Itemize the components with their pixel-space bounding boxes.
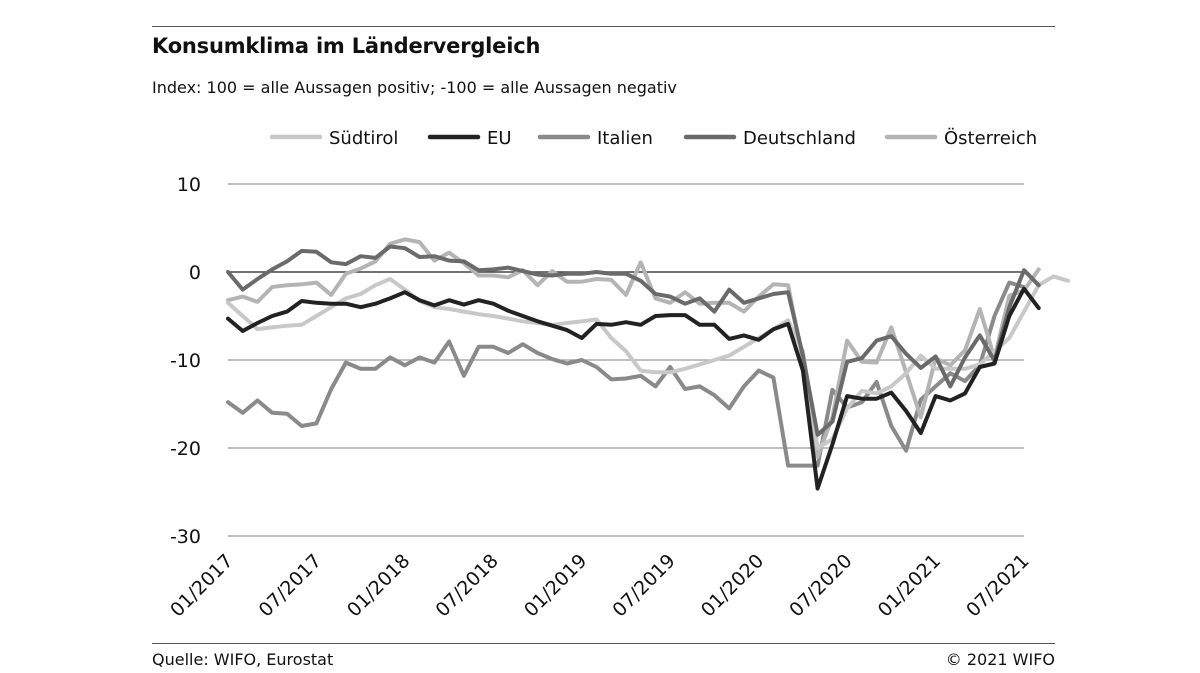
x-tick-label: 01/2019 — [520, 550, 591, 621]
y-tick-label: -30 — [170, 526, 201, 548]
legend-label: Deutschland — [743, 128, 856, 149]
x-axis-ticks: 01/2017 07/2017 01/2018 07/2018 01/2019 07/20… — [166, 550, 1033, 621]
legend-label: Österreich — [944, 127, 1037, 149]
x-tick-label: 07/2019 — [608, 550, 679, 621]
chart-title: Konsumklima im Ländervergleich — [152, 34, 541, 58]
top-rule — [152, 26, 1055, 27]
x-tick-label: 07/2017 — [255, 550, 326, 621]
source-note: Quelle: WIFO, Eurostat — [152, 650, 334, 669]
legend-label: Italien — [597, 128, 653, 149]
x-tick-label: 01/2020 — [697, 550, 768, 621]
series-line-deutschland — [226, 244, 1041, 437]
x-tick-label: 01/2018 — [343, 550, 414, 621]
copyright-note: © 2021 WIFO — [945, 650, 1055, 669]
y-tick-label: -20 — [170, 438, 201, 460]
y-tick-label: 10 — [177, 174, 201, 196]
x-tick-label: 07/2018 — [431, 550, 502, 621]
legend-label: EU — [487, 128, 512, 149]
legend: Südtirol EU Italien Deutschland Österreich — [269, 127, 1037, 149]
y-tick-label: 0 — [189, 262, 201, 284]
chart-subtitle: Index: 100 = alle Aussagen positiv; -100… — [152, 78, 677, 97]
series-lines — [226, 237, 1071, 491]
x-tick-label: 01/2021 — [874, 550, 945, 621]
series-line-italien — [226, 280, 1026, 468]
bottom-rule — [152, 643, 1055, 644]
x-tick-label: 01/2017 — [166, 550, 237, 621]
series-line-eu — [226, 286, 1041, 491]
y-tick-label: -10 — [170, 350, 201, 372]
x-tick-label: 07/2021 — [962, 550, 1033, 621]
grid-lines — [228, 183, 1024, 537]
y-axis-ticks: 10 0 -10 -20 -30 — [170, 174, 201, 548]
x-tick-label: 07/2020 — [785, 550, 856, 621]
legend-label: Südtirol — [329, 128, 398, 149]
